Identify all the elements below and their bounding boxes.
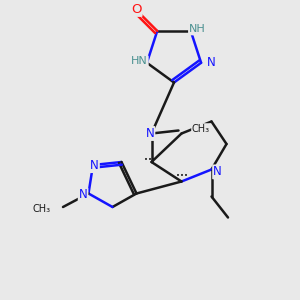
Text: CH₃: CH₃ [33,203,51,214]
Text: CH₃: CH₃ [192,124,210,134]
Text: NH: NH [189,24,206,34]
Text: N: N [90,159,99,172]
Text: •••: ••• [144,158,156,164]
Text: •••: ••• [176,173,188,179]
Text: N: N [79,188,88,202]
Text: N: N [146,127,154,140]
Text: O: O [131,3,142,16]
Text: HN: HN [131,56,148,66]
Text: N: N [213,165,222,178]
Text: N: N [206,56,215,69]
